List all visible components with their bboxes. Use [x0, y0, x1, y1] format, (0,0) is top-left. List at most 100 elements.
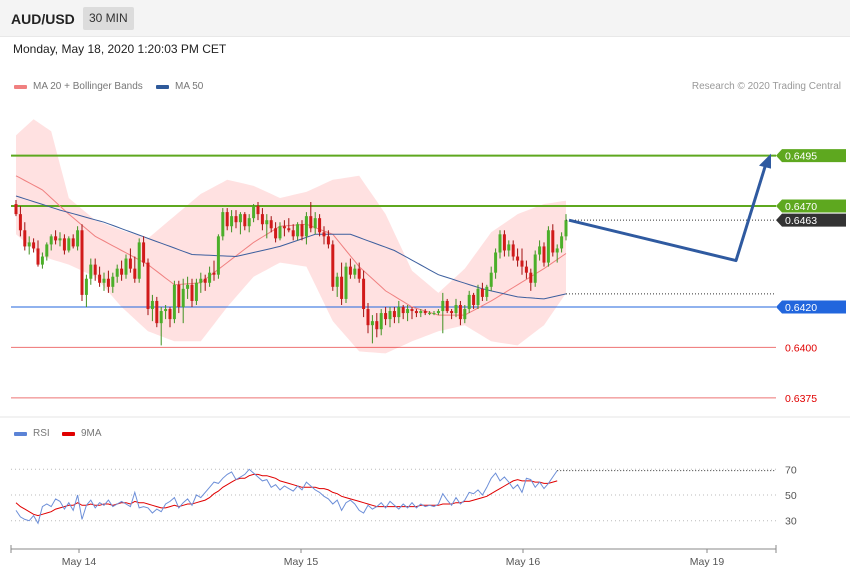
- candle-body: [313, 218, 317, 229]
- candle-body: [384, 313, 388, 320]
- candle-body: [32, 242, 36, 249]
- candle-body: [265, 220, 269, 225]
- candle-body: [529, 272, 533, 283]
- symbol-label: AUD/USD: [11, 11, 75, 27]
- level-tag-0.6470: [776, 199, 846, 213]
- x-label-0: May 14: [62, 556, 97, 568]
- candle-body: [274, 228, 278, 239]
- candle-body: [322, 232, 326, 237]
- legend-rsi: RSI: [14, 428, 50, 439]
- candle-body: [238, 214, 242, 223]
- candle-body: [282, 226, 286, 229]
- candle-body: [494, 252, 498, 273]
- candle-body: [287, 228, 291, 231]
- candle-body: [111, 276, 115, 287]
- candle-body: [335, 276, 339, 287]
- candle-body: [401, 307, 405, 314]
- candle-body: [194, 282, 198, 301]
- candle-body: [84, 278, 88, 295]
- candle-body: [49, 236, 53, 245]
- candle-body: [177, 284, 181, 308]
- candle-body: [93, 264, 97, 275]
- candle-body: [406, 309, 410, 314]
- candle-body: [326, 236, 330, 245]
- candle-body: [146, 262, 150, 310]
- candle-body: [366, 309, 370, 326]
- x-label-2: May 16: [506, 556, 541, 568]
- candle-body: [186, 284, 190, 289]
- credit-label: Research © 2020 Trading Central: [691, 81, 841, 92]
- candle-body: [164, 309, 168, 312]
- candle-body: [89, 264, 93, 279]
- candle-body: [128, 258, 132, 269]
- candle-body: [54, 236, 58, 241]
- level-label-0.6400: 0.6400: [785, 342, 817, 354]
- candle-body: [278, 226, 282, 239]
- candle-body: [247, 218, 251, 227]
- candle-body: [414, 311, 418, 314]
- candle-body: [155, 300, 159, 324]
- candle-body: [551, 230, 555, 253]
- candle-body: [428, 313, 432, 315]
- candle-body: [348, 266, 352, 275]
- candle-body: [18, 214, 22, 231]
- candle-body: [58, 238, 62, 241]
- candle-body: [142, 242, 146, 263]
- candle-body: [168, 309, 172, 320]
- ma50-swatch: [156, 84, 169, 89]
- level-tag-0.6420: [776, 300, 846, 314]
- candle-body: [36, 248, 40, 265]
- rsi-tick-50: 50: [785, 490, 797, 502]
- level-label-0.6420: 0.6420: [785, 302, 817, 314]
- ma50-line: [15, 195, 567, 300]
- candle-body: [296, 224, 300, 237]
- candle-body: [199, 278, 203, 283]
- candle-body: [234, 216, 238, 223]
- rsi-tick-70: 70: [785, 464, 797, 476]
- candle-body: [115, 268, 119, 277]
- candle-body: [260, 214, 264, 225]
- candle-body: [362, 278, 366, 310]
- candle-body: [445, 300, 449, 312]
- candle-body: [410, 309, 414, 312]
- candle-body: [256, 206, 260, 215]
- candle-body: [392, 311, 396, 318]
- candle-body: [441, 300, 445, 312]
- candle-body: [120, 268, 124, 275]
- candle-body: [507, 244, 511, 251]
- candle-body: [454, 304, 458, 314]
- ma9-line: [15, 473, 558, 517]
- candle-body: [520, 260, 524, 267]
- candle-body: [344, 266, 348, 299]
- current-price-tag: [776, 213, 846, 227]
- level-label-0.6495: 0.6495: [785, 151, 817, 163]
- candle-body: [208, 272, 212, 283]
- level-label-0.6375: 0.6375: [785, 393, 817, 405]
- candle-body: [80, 230, 84, 295]
- candle-body: [124, 258, 128, 275]
- level-tag-0.6495: [776, 149, 846, 163]
- candle-body: [106, 278, 110, 287]
- legend-9ma: 9MA: [62, 428, 102, 439]
- candle-body: [102, 278, 106, 283]
- x-label-3: May 19: [690, 556, 725, 568]
- candle-body: [423, 311, 427, 314]
- x-label-1: May 15: [284, 556, 319, 568]
- candle-body: [230, 216, 234, 227]
- candle-body: [564, 220, 568, 237]
- candle-body: [542, 246, 546, 263]
- candle-body: [252, 206, 256, 219]
- candle-body: [516, 256, 520, 261]
- timeframe-button[interactable]: 30 MIN: [83, 7, 134, 30]
- ma20-swatch: [14, 84, 27, 89]
- candle-body: [181, 288, 185, 308]
- candle-body: [436, 311, 440, 314]
- rsi-line: [15, 468, 558, 525]
- candle-body: [27, 242, 31, 247]
- candle-body: [14, 204, 18, 215]
- datetime-label: Monday, May 18, 2020 1:20:03 PM CET: [13, 42, 227, 56]
- level-label-0.6470: 0.6470: [785, 201, 817, 213]
- candle-body: [432, 313, 436, 315]
- bollinger-band: [16, 119, 566, 354]
